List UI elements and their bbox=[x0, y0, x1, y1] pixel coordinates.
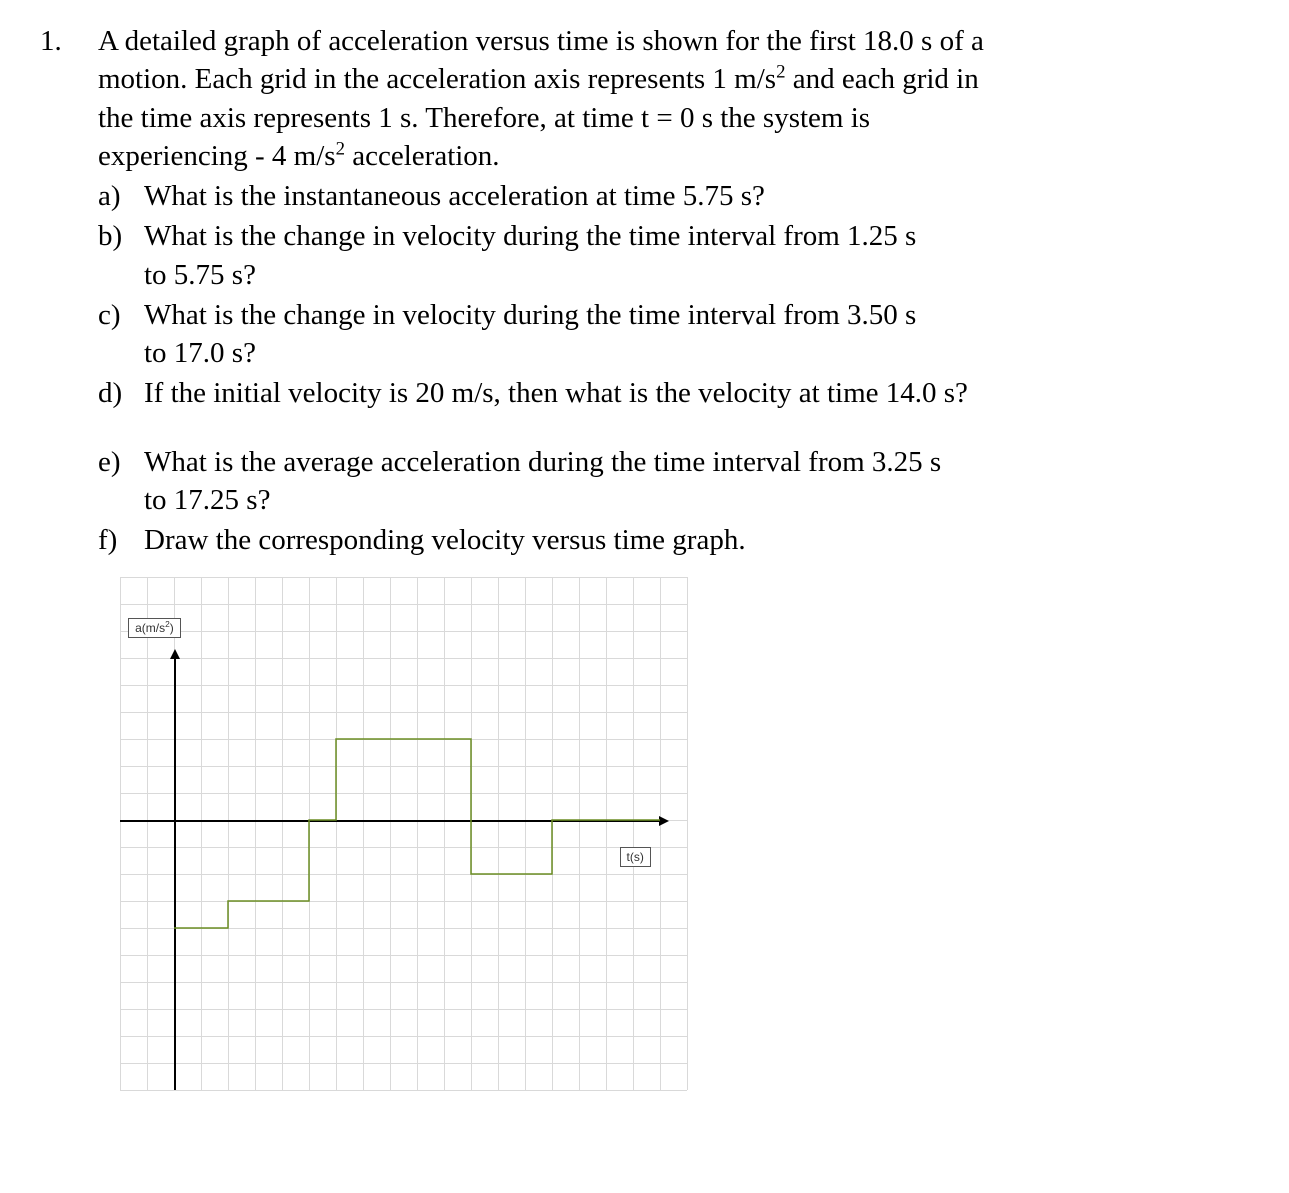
intro-line-2b: and each grid in bbox=[785, 63, 978, 95]
chart-grid: a(m/s2)t(s) bbox=[120, 577, 687, 1090]
part-letter: f) bbox=[98, 521, 144, 559]
intro-line-2a: motion. Each grid in the acceleration ax… bbox=[98, 63, 776, 95]
problem-intro: A detailed graph of acceleration versus … bbox=[98, 22, 1249, 175]
part-text: What is the change in velocity during th… bbox=[144, 296, 1249, 373]
part-letter: a) bbox=[98, 177, 144, 215]
part-b-line1: What is the change in velocity during th… bbox=[144, 217, 1249, 255]
intro-line-4: experiencing - 4 m/s2 acceleration. bbox=[98, 137, 1249, 175]
intro-line-1: A detailed graph of acceleration versus … bbox=[98, 22, 1249, 60]
part-text: Draw the corresponding velocity versus t… bbox=[144, 521, 1249, 559]
part-f: f) Draw the corresponding velocity versu… bbox=[98, 521, 1249, 559]
part-c: c) What is the change in velocity during… bbox=[98, 296, 1249, 373]
part-e-line2: to 17.25 s? bbox=[144, 481, 1249, 519]
part-b: b) What is the change in velocity during… bbox=[98, 217, 1249, 294]
intro-line-4b: acceleration. bbox=[345, 140, 500, 172]
part-letter: e) bbox=[98, 443, 144, 520]
part-letter: d) bbox=[98, 374, 144, 412]
intro-line-3: the time axis represents 1 s. Therefore,… bbox=[98, 99, 1249, 137]
part-c-line2: to 17.0 s? bbox=[144, 334, 1249, 372]
part-text: What is the change in velocity during th… bbox=[144, 217, 1249, 294]
part-c-line1: What is the change in velocity during th… bbox=[144, 296, 1249, 334]
part-letter: c) bbox=[98, 296, 144, 373]
part-text: What is the average acceleration during … bbox=[144, 443, 1249, 520]
intro-line-2: motion. Each grid in the acceleration ax… bbox=[98, 60, 1249, 98]
part-e: e) What is the average acceleration duri… bbox=[98, 443, 1249, 520]
part-text: If the initial velocity is 20 m/s, then … bbox=[144, 374, 1249, 412]
problem-body: A detailed graph of acceleration versus … bbox=[98, 22, 1249, 1090]
superscript-2: 2 bbox=[336, 138, 345, 159]
part-a: a) What is the instantaneous acceleratio… bbox=[98, 177, 1249, 215]
part-b-line2: to 5.75 s? bbox=[144, 256, 1249, 294]
problem-number: 1. bbox=[40, 22, 98, 1090]
part-d: d) If the initial velocity is 20 m/s, th… bbox=[98, 374, 1249, 412]
part-e-line1: What is the average acceleration during … bbox=[144, 443, 1249, 481]
accel-chart: a(m/s2)t(s) bbox=[120, 577, 1249, 1090]
problem-1: 1. A detailed graph of acceleration vers… bbox=[40, 22, 1249, 1090]
intro-line-4a: experiencing - 4 m/s bbox=[98, 140, 336, 172]
acceleration-curve bbox=[120, 577, 687, 1090]
page: 1. A detailed graph of acceleration vers… bbox=[0, 0, 1289, 1130]
part-text: What is the instantaneous acceleration a… bbox=[144, 177, 1249, 215]
subparts: a) What is the instantaneous acceleratio… bbox=[98, 177, 1249, 559]
part-letter: b) bbox=[98, 217, 144, 294]
